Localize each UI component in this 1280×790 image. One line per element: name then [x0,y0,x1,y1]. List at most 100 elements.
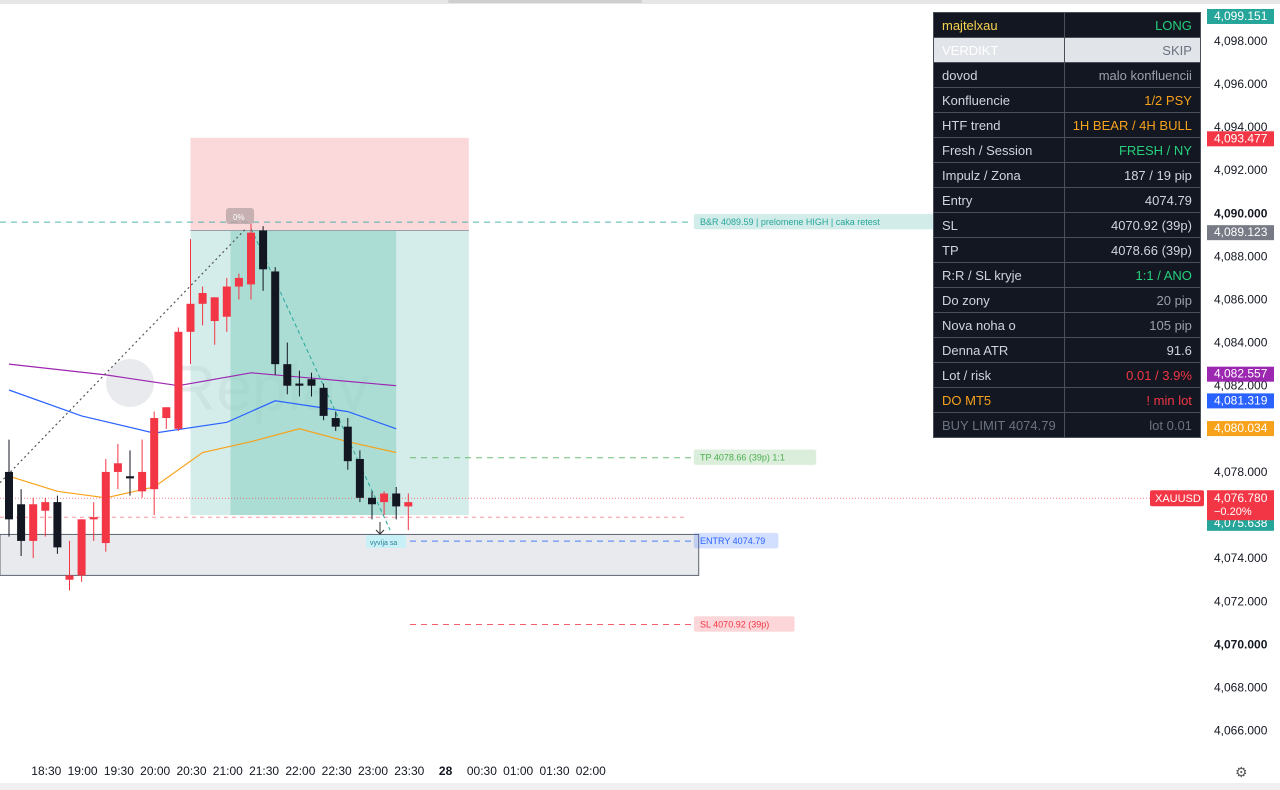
trend-line [0,227,247,484]
info-value: lot 0.01 [1063,412,1201,438]
cursor-icon [375,522,385,535]
time-tick: 20:30 [176,764,206,778]
price-tick: 4,092.000 [1214,163,1268,177]
candle [150,418,159,490]
time-tick: 19:30 [104,764,134,778]
moving-average-line [8,428,397,499]
price-label: 4,080.034 [1214,421,1268,435]
info-row: SL 4070.92 (39p) [933,212,1201,238]
price-tick: 4,072.000 [1214,594,1268,608]
price-label-bg [1207,393,1274,409]
info-key: Do zony [933,287,1065,313]
info-value: 20 pip [1063,287,1201,313]
scrollbar[interactable] [0,783,1280,790]
candle [41,502,50,511]
info-row: Denna ATR 91.6 [933,337,1201,363]
top-bar [0,0,1280,4]
info-row: Do zony 20 pip [933,287,1201,313]
time-tick: 02:00 [576,764,606,778]
candle [138,471,147,492]
price-label: 4,081.319 [1214,393,1268,407]
candle [234,277,243,287]
drag-handle[interactable] [448,0,642,3]
info-value: malo konfluencii [1063,62,1201,88]
gear-icon[interactable]: ⚙ [1235,764,1248,780]
target-area-filled [230,230,397,516]
current-price-change: −0.20% [1214,506,1252,518]
info-key: Nova noha o [933,312,1065,338]
level-label: TP 4078.66 (39p) 1:1 [700,453,785,463]
info-value: 1:1 / ANO [1063,262,1201,288]
time-tick: 22:30 [322,764,352,778]
symbol-badge: XAUUSD [1155,493,1201,505]
info-key: Lot / risk [933,362,1065,388]
level-label-bg [693,532,779,549]
candle [29,504,38,541]
info-table: majtelxau LONG VERDIKT SKIP dovod malo konflu… [933,12,1201,438]
candle [17,504,26,541]
info-row: R:R / SL kryje 1:1 / ANO [933,262,1201,288]
candle [283,364,292,386]
projection-line [250,228,391,531]
time-tick: 23:00 [358,764,388,778]
price-label: 4,093.477 [1214,131,1268,145]
watermark-logo-icon [106,359,154,407]
time-tick: 01:00 [503,764,533,778]
moving-average-line [8,363,397,387]
level-label: SL 4070.92 (39p) [700,620,769,630]
cursor-tag-bg [366,535,406,548]
level-label-bg [693,616,795,633]
time-tick: 18:30 [31,764,61,778]
candle [271,271,280,365]
time-tick: 23:30 [394,764,424,778]
info-row: Fresh / Session FRESH / NY [933,137,1201,163]
candle [404,502,413,507]
cursor-tag: vyvíja sa [370,540,397,547]
price-tick: 4,074.000 [1214,551,1268,565]
info-row: Konfluencie 1/2 PSY [933,87,1201,113]
level-label-bg [693,449,817,466]
info-key: HTF trend [933,112,1065,138]
price-tick: 4,068.000 [1214,680,1268,694]
info-key: BUY LIMIT 4074.79 [933,412,1065,438]
time-tick: 22:00 [285,764,315,778]
price-tick: 4,098.000 [1214,34,1268,48]
price-tick: 4,078.000 [1214,465,1268,479]
current-price-bg [1207,490,1274,521]
info-row: BUY LIMIT 4074.79 lot 0.01 [933,412,1201,438]
price-tick: 4,090.000 [1214,206,1268,220]
info-value: 187 / 19 pip [1063,162,1201,188]
price-tick: 4,066.000 [1214,724,1268,738]
time-tick: 28 [439,764,453,778]
info-key: dovod [933,62,1065,88]
info-value: 1H BEAR / 4H BULL [1063,112,1201,138]
candle [101,471,110,544]
candle [53,502,62,548]
info-value: LONG [1063,12,1201,38]
candle [295,383,304,386]
candle [392,493,401,507]
candle [126,476,134,479]
candle [5,471,13,520]
info-value: 105 pip [1063,312,1201,338]
info-key: Konfluencie [933,87,1065,113]
time-tick: 00:30 [467,764,497,778]
info-value: 1/2 PSY [1063,87,1201,113]
candle [247,232,255,285]
time-tick: 21:30 [249,764,279,778]
candle [113,463,122,472]
price-label-bg [1207,8,1274,24]
info-key: majtelxau [933,12,1065,38]
info-value: 4074.79 [1063,187,1201,213]
info-row: Entry 4074.79 [933,187,1201,213]
zone-box [0,533,700,576]
candle [174,331,183,429]
info-value: FRESH / NY [1063,137,1201,163]
price-tick: 4,096.000 [1214,77,1268,91]
price-label-bg [1207,131,1274,147]
candle [65,575,74,580]
info-key: Fresh / Session [933,137,1065,163]
price-tick: 4,070.000 [1214,637,1268,651]
price-label-bg [1207,421,1274,437]
